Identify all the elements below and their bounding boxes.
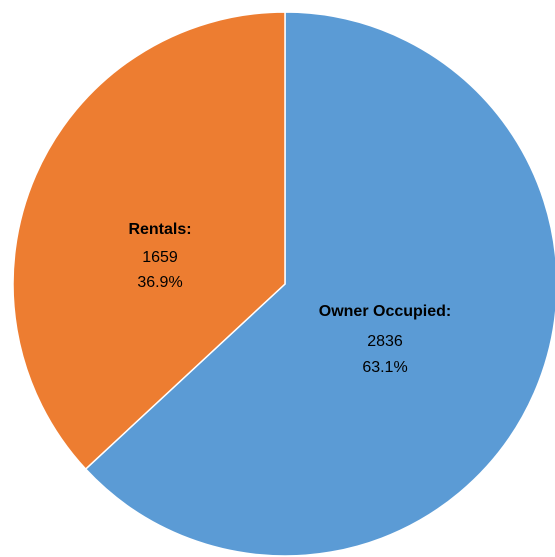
pie bbox=[12, 11, 555, 557]
slice-percent: 36.9% bbox=[137, 274, 182, 291]
slice-value: 2836 bbox=[367, 333, 403, 350]
slice-label: Owner Occupied: bbox=[319, 303, 451, 320]
slice-percent: 63.1% bbox=[362, 359, 407, 376]
slice-label: Rentals: bbox=[128, 221, 191, 238]
pie-slice bbox=[12, 11, 286, 471]
slice-value: 1659 bbox=[142, 249, 178, 266]
pie-slice bbox=[84, 11, 555, 557]
